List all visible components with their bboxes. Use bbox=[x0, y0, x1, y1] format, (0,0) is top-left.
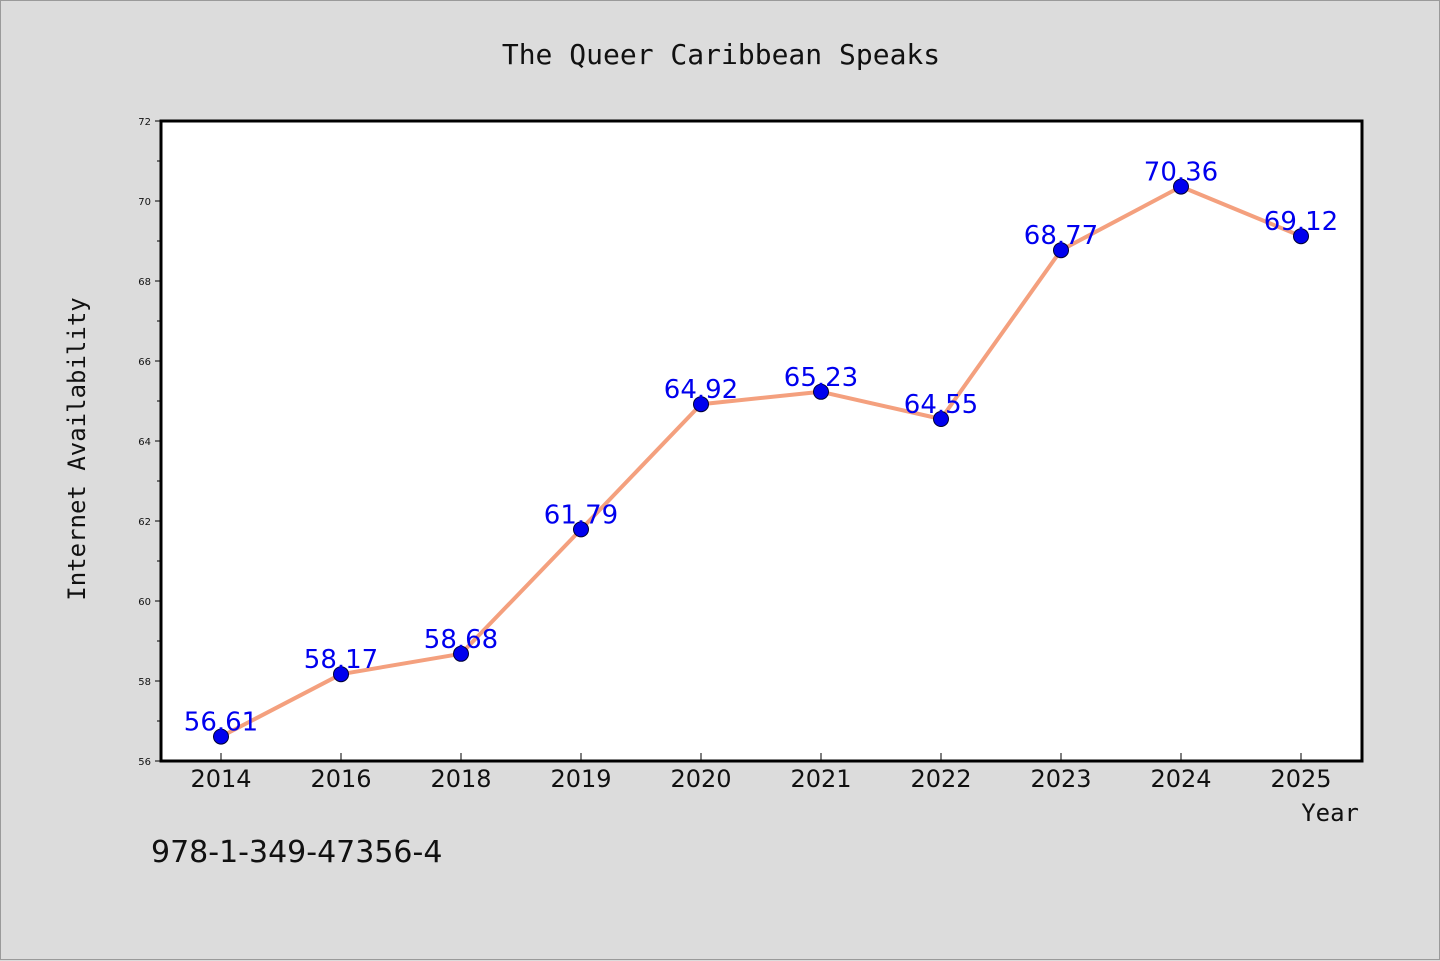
data-point bbox=[813, 383, 829, 400]
data-label: 65.23 bbox=[784, 363, 858, 393]
data-label: 58.68 bbox=[424, 625, 498, 655]
y-axis-label: Internet Availability bbox=[63, 297, 91, 600]
data-point bbox=[1173, 178, 1189, 195]
x-tick-label: 2016 bbox=[310, 765, 371, 793]
x-tick-label: 2018 bbox=[430, 765, 491, 793]
data-points bbox=[213, 178, 1309, 745]
data-label: 58.17 bbox=[304, 645, 378, 675]
data-point bbox=[693, 396, 709, 413]
x-tick-label: 2021 bbox=[790, 765, 851, 793]
x-tick-label: 2014 bbox=[190, 765, 251, 793]
data-labels: 56.61 58.17 58.68 61.79 64.92 65.23 64.55 68.77… bbox=[184, 158, 1338, 738]
y-tick-label: 56 bbox=[138, 757, 151, 768]
data-point bbox=[573, 521, 589, 538]
data-label: 70.36 bbox=[1144, 158, 1218, 188]
y-tick-label: 68 bbox=[138, 277, 151, 288]
plot-area bbox=[159, 119, 1364, 763]
isbn-text: 978-1-349-47356-4 bbox=[151, 835, 443, 870]
data-label: 69.12 bbox=[1264, 207, 1338, 237]
x-tick-label: 2023 bbox=[1030, 765, 1091, 793]
x-tick-label: 2025 bbox=[1270, 765, 1331, 793]
data-point bbox=[1293, 228, 1309, 245]
x-tick-label: 2024 bbox=[1150, 765, 1211, 793]
x-tick-label: 2022 bbox=[910, 765, 971, 793]
data-point bbox=[1053, 242, 1069, 259]
x-axis-label: Year bbox=[1301, 799, 1359, 827]
y-tick-label: 66 bbox=[138, 357, 151, 368]
x-axis: 2014 2016 2018 2019 2020 2021 2022 2023 2024 2025 bbox=[190, 753, 1332, 793]
series-line bbox=[220, 184, 1302, 739]
y-tick-label: 62 bbox=[138, 517, 151, 528]
data-label: 68.77 bbox=[1024, 221, 1098, 251]
chart-title: The Queer Caribbean Speaks bbox=[502, 38, 940, 71]
y-axis: 56 58 60 62 64 66 68 70 72 bbox=[138, 117, 161, 768]
y-tick-label: 58 bbox=[138, 677, 151, 688]
y-tick-label: 64 bbox=[138, 437, 151, 448]
data-label: 64.92 bbox=[664, 375, 738, 405]
data-label: 64.55 bbox=[904, 390, 978, 420]
y-tick-label: 60 bbox=[138, 597, 151, 608]
y-tick-label: 70 bbox=[138, 197, 151, 208]
series-line-group bbox=[220, 184, 1302, 739]
data-point bbox=[213, 728, 229, 745]
data-label: 61.79 bbox=[544, 500, 618, 530]
data-point bbox=[933, 411, 949, 427]
y-tick-label: 72 bbox=[138, 117, 151, 128]
data-point bbox=[453, 645, 469, 662]
data-label: 56.61 bbox=[184, 708, 258, 738]
data-point bbox=[333, 666, 349, 683]
x-tick-label: 2020 bbox=[670, 765, 731, 793]
x-tick-label: 2019 bbox=[550, 765, 611, 793]
